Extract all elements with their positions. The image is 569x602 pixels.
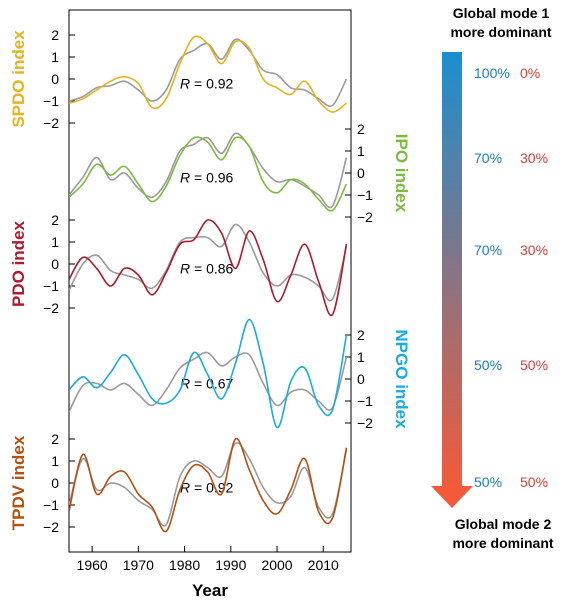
mode1-percent: 50% [474,357,502,373]
mode1-percent: 50% [474,474,502,490]
panel-1: 2 1 0 −1 −2 SPDO index R = 0.92 [9,27,234,131]
y-tick-label: 2 [51,27,59,43]
y-tick-label: 1 [357,349,365,365]
panel-3: 2 1 0 −1 −2 PDO index R = 0.86 [9,212,234,316]
y-tick-label: −2 [357,209,373,225]
arrow-bottom-label-2: more dominant [452,535,553,551]
y-tick-label: 2 [357,327,365,343]
percentage-rows: 100% 0% 70% 30% 70% 30% 50% 50% 50% 50% [474,65,548,490]
x-axis-label: Year [192,581,228,600]
plot-frame [68,9,352,553]
y-tick-label: −1 [357,393,373,409]
y-tick-label: 0 [51,475,59,491]
correlation-label: R = 0.92 [180,75,234,91]
x-tick-label: 2010 [308,557,339,573]
y-tick-label: 0 [51,71,59,87]
y-tick-label: 1 [357,143,365,159]
x-tick-label: 1970 [123,557,154,573]
arrow-bottom-label-1: Global mode 2 [455,516,552,532]
y-tick-label: 1 [51,49,59,65]
y-axis-label: PDO index [9,220,28,307]
y-tick-label: 1 [51,234,59,250]
index-series-line [69,136,348,212]
correlation-label: R = 0.92 [180,479,234,495]
y-tick-label: −1 [357,187,373,203]
panel-4: 2 1 0 −1 −2 NPGO index R = 0.67 [180,327,411,431]
x-axis: 1960 1970 1980 1990 2000 2010 [77,546,339,573]
index-series-line [69,318,348,429]
index-series-line [69,219,348,317]
arrow-head [431,486,473,508]
global-mode-line [69,132,348,209]
y-tick-label: 2 [357,121,365,137]
dominance-arrow: Global mode 1 more dominant Global mode … [431,5,554,551]
y-axis-label: NPGO index [392,329,411,429]
y-tick-label: −2 [43,519,59,535]
y-tick-label: 1 [51,453,59,469]
index-series-line [69,437,348,533]
y-tick-label: −1 [43,93,59,109]
global-mode-line [69,351,348,413]
arrow-top-label-1: Global mode 1 [453,5,550,21]
y-tick-label: −1 [43,278,59,294]
y-tick-label: −2 [43,115,59,131]
mode1-percent: 70% [474,242,502,258]
y-tick-label: −2 [43,300,59,316]
global-mode-line [69,223,348,302]
y-tick-label: 0 [51,256,59,272]
y-tick-label: 0 [357,165,365,181]
mode2-percent: 50% [520,357,548,373]
panel-5: 2 1 0 −1 −2 TPDV index R = 0.92 [9,431,234,535]
y-axis-label: IPO index [392,134,411,213]
x-tick-label: 1980 [169,557,200,573]
y-tick-label: 2 [51,212,59,228]
x-tick-label: 2000 [261,557,292,573]
mode2-percent: 0% [520,65,540,81]
y-tick-label: 0 [357,371,365,387]
mode1-percent: 70% [474,150,502,166]
mode2-percent: 30% [520,242,548,258]
panel-2: 2 1 0 −1 −2 IPO index R = 0.96 [180,121,411,225]
global-mode-line [69,38,348,107]
correlation-label: R = 0.96 [180,169,234,185]
global-mode-line [69,442,348,527]
arrow-shaft [442,52,462,486]
y-axis-label: SPDO index [9,30,28,128]
y-tick-label: −1 [43,497,59,513]
lines [69,35,348,533]
arrow-top-label-2: more dominant [450,24,551,40]
correlation-label: R = 0.86 [180,260,234,276]
index-series-line [69,35,347,113]
x-tick-label: 1990 [215,557,246,573]
mode2-percent: 30% [520,150,548,166]
y-tick-label: −2 [357,415,373,431]
x-tick-label: 1960 [77,557,108,573]
y-axis-label: TPDV index [9,435,28,530]
panels: 2 1 0 −1 −2 SPDO index R = 0.92 2 1 0 −1 −2 IPO inde… [9,27,411,535]
mode2-percent: 50% [520,474,548,490]
mode1-percent: 100% [474,65,510,81]
correlation-label: R = 0.67 [180,375,234,391]
y-tick-label: 2 [51,431,59,447]
